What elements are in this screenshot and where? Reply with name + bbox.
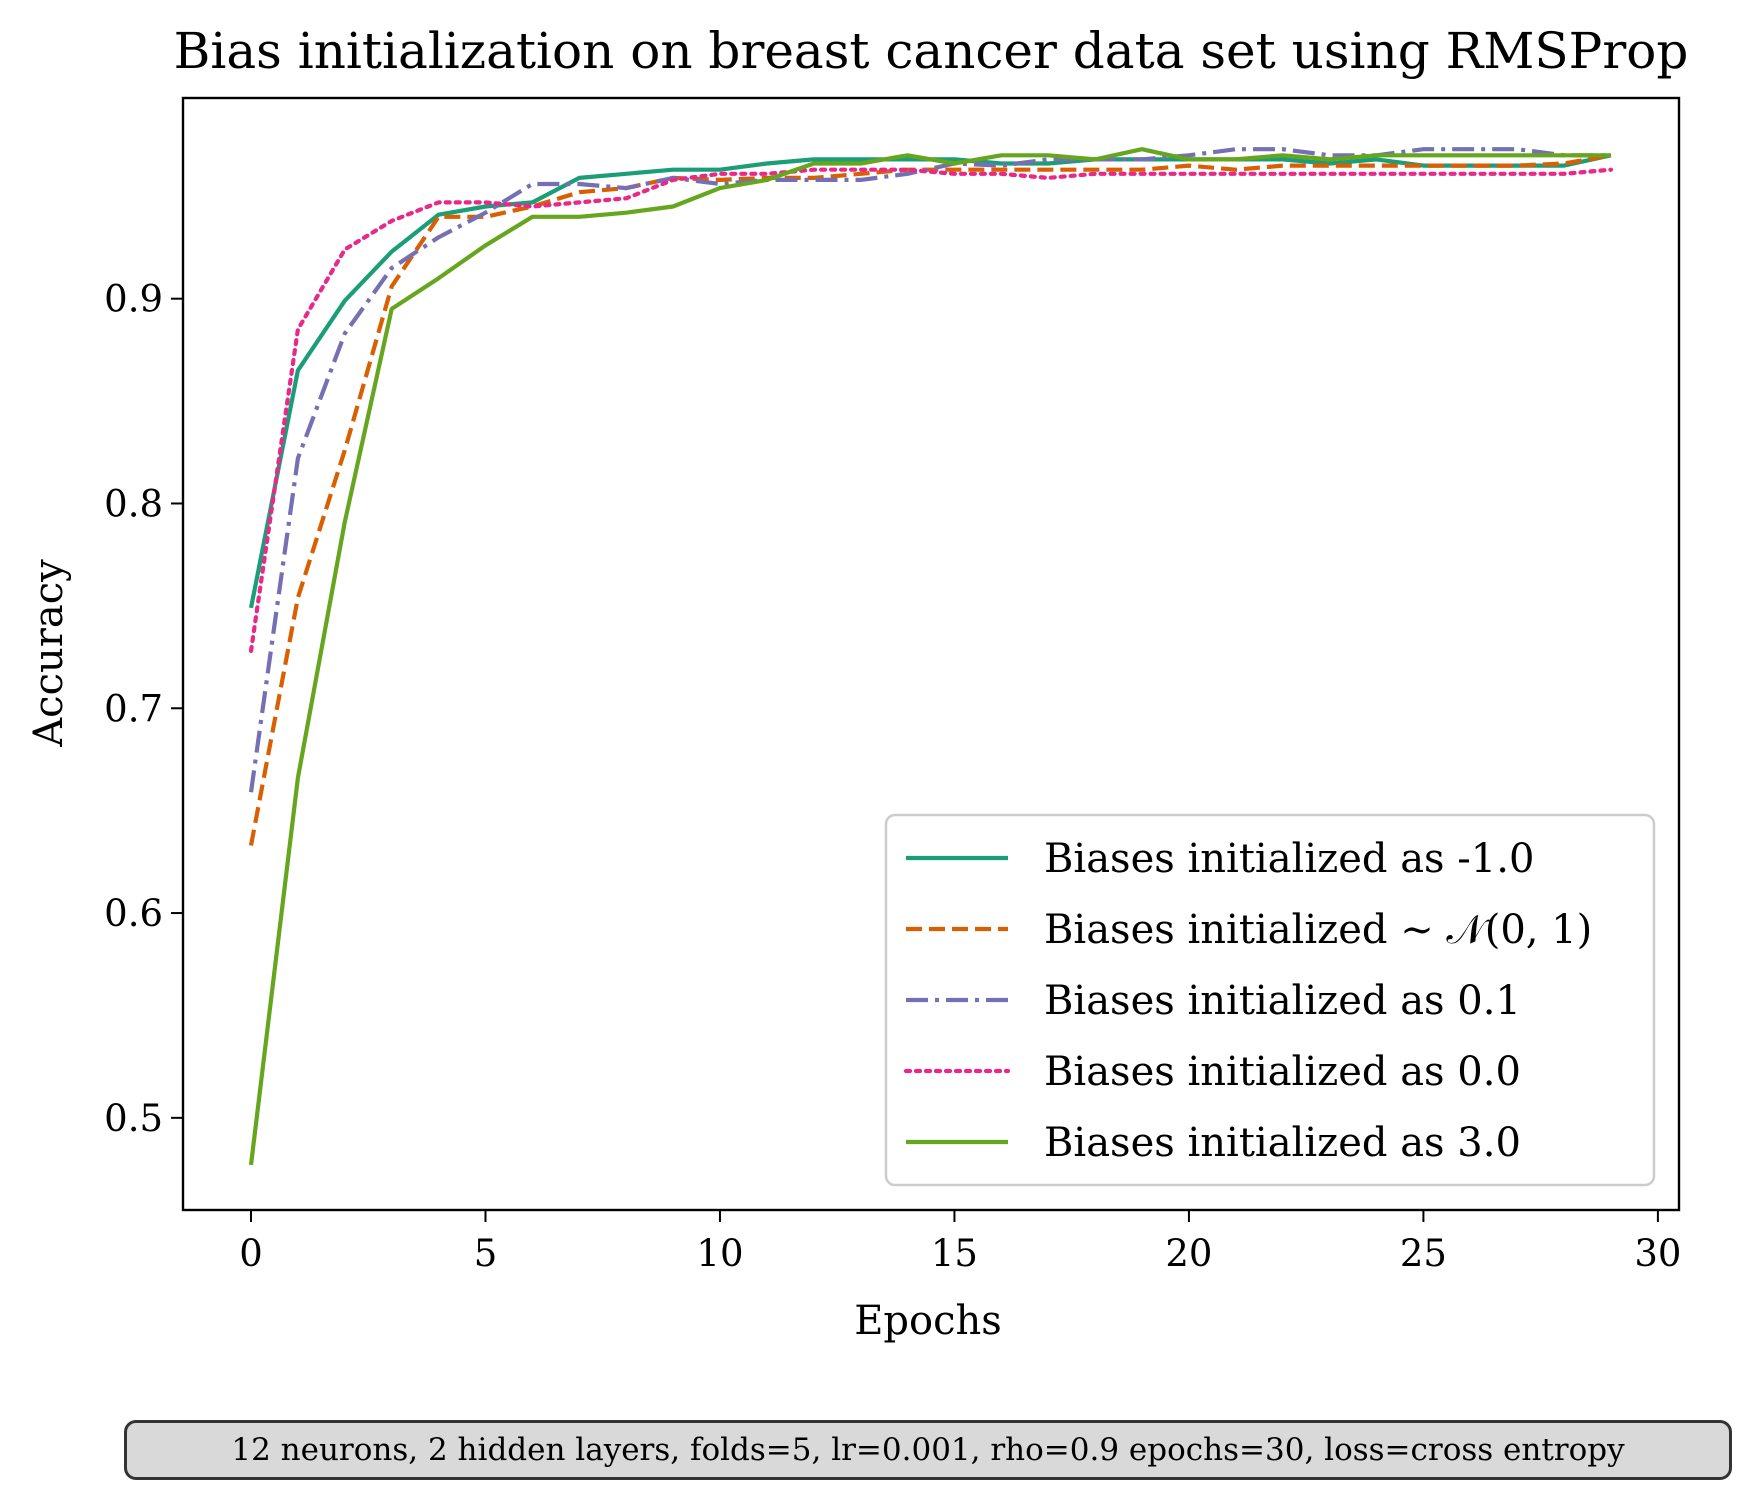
axis-ticks: 0 5 10 15 20 25 30 0.5 0.6 0.7 0.8 0.9 [104, 278, 1681, 1275]
series-line-2 [248, 153, 1612, 846]
y-tick-label: 0.8 [104, 482, 163, 525]
legend-label-5: Biases initialized as 3.0 [1044, 1120, 1521, 1166]
x-tick-label: 15 [931, 1232, 978, 1275]
plot-lines [248, 147, 1614, 1166]
legend-label-3: Biases initialized as 0.1 [1044, 978, 1521, 1024]
legend-label-math: 𝒩(0, 1) [1434, 907, 1593, 953]
parameter-footnote: 12 neurons, 2 hidden layers, folds=5, lr… [124, 1420, 1732, 1480]
x-tick-label: 10 [696, 1232, 743, 1275]
x-tick-label: 30 [1634, 1232, 1681, 1275]
x-axis-label: Epochs [854, 1298, 1002, 1344]
series-line-1 [248, 153, 1612, 609]
y-axis-label: Accuracy [26, 559, 72, 748]
chart-title: Bias initialization on breast cancer dat… [174, 22, 1689, 80]
y-tick-label: 0.7 [104, 687, 163, 730]
legend-label-1: Biases initialized as -1.0 [1044, 836, 1534, 882]
plot-frame [181, 96, 1681, 1212]
x-tick-label: 0 [239, 1232, 263, 1275]
x-tick-label: 5 [474, 1232, 498, 1275]
x-tick-label: 20 [1165, 1232, 1212, 1275]
series-line-3 [248, 147, 1611, 793]
legend-box [884, 813, 1656, 1187]
y-tick-label: 0.9 [104, 278, 163, 321]
series-line-4 [248, 167, 1614, 654]
legend: Biases initialized as -1.0 Biases initial… [884, 813, 1656, 1187]
series-line-5 [248, 147, 1611, 1166]
legend-label-2: Biases initialized ∼ 𝒩(0, 1) [1044, 907, 1592, 953]
legend-label-4: Biases initialized as 0.0 [1044, 1049, 1521, 1095]
y-tick-label: 0.5 [104, 1097, 163, 1140]
y-tick-label: 0.6 [104, 892, 163, 935]
x-tick-label: 25 [1400, 1232, 1447, 1275]
